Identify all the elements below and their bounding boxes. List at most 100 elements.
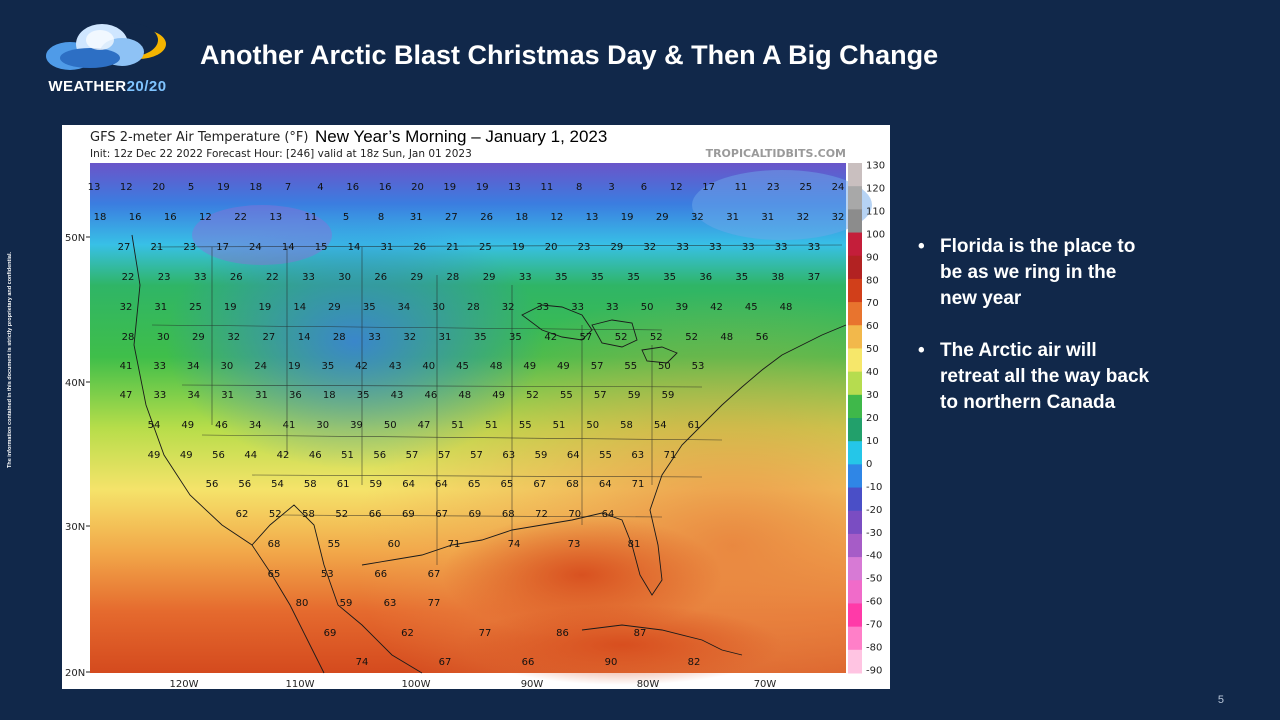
temperature-value: 33 [368, 332, 381, 343]
temperature-value: 34 [249, 420, 262, 431]
source-credit: TROPICALTIDBITS.COM [706, 147, 846, 160]
temperature-value: 69 [324, 628, 337, 639]
temperature-value: 43 [391, 390, 404, 401]
temperature-value: 46 [309, 450, 322, 461]
model-title: GFS 2-meter Air Temperature (°F) [90, 130, 309, 145]
temperature-value: 8 [378, 212, 384, 223]
temperature-value: 71 [664, 450, 677, 461]
state-borders [151, 244, 843, 565]
colorbar-tick-label: -50 [866, 574, 882, 585]
temperature-value: 59 [340, 598, 353, 609]
temperature-value: 32 [797, 212, 810, 223]
temperature-value: 49 [148, 450, 161, 461]
temperature-value: 68 [566, 479, 579, 490]
colorbar-tick-label: 120 [866, 184, 885, 195]
temperature-value: 47 [120, 390, 133, 401]
temperature-value: 52 [615, 332, 628, 343]
colorbar-tick-label: 90 [866, 252, 879, 263]
temperature-value: 24 [249, 242, 262, 253]
temperature-value: 29 [192, 332, 205, 343]
temperature-value: 3 [608, 182, 614, 193]
temperature-value: 33 [571, 302, 584, 313]
temperature-value: 19 [259, 302, 272, 313]
colorbar-segment [848, 649, 862, 674]
temperature-value: 55 [560, 390, 573, 401]
temperature-value: 35 [322, 361, 335, 372]
temperature-map-panel: GFS 2-meter Air Temperature (°F) New Yea… [62, 125, 890, 689]
temperature-value: 65 [501, 479, 514, 490]
colorbar-segment [848, 255, 862, 280]
temperature-value: 30 [432, 302, 445, 313]
temperature-value: 11 [305, 212, 318, 223]
colorbar-segment [848, 302, 862, 326]
temperature-value: 77 [428, 598, 441, 609]
temperature-value: 70 [568, 509, 581, 520]
temperature-value: 69 [469, 509, 482, 520]
temperature-value: 12 [670, 182, 683, 193]
latitude-labels: 50N 40N 30N 20N [65, 233, 90, 679]
temperature-value: 28 [467, 302, 480, 313]
colorbar-tick-label: 100 [866, 229, 885, 240]
longitude-label: 100W [402, 679, 431, 689]
temperature-value: 63 [502, 450, 515, 461]
temperature-value: 17 [216, 242, 229, 253]
colorbar-segment [848, 626, 862, 651]
temperature-value: 57 [594, 390, 607, 401]
temperature-value: 52 [526, 390, 539, 401]
temperature-value: 67 [435, 509, 448, 520]
temperature-value: 48 [490, 361, 503, 372]
temperature-value: 63 [384, 598, 397, 609]
temperature-value: 50 [658, 361, 671, 372]
temperature-value: 39 [350, 420, 363, 431]
temperature-value: 31 [255, 390, 268, 401]
temperature-value: 69 [402, 509, 415, 520]
temperature-value: 45 [745, 302, 758, 313]
longitude-label: 110W [286, 679, 315, 689]
temperature-value: 26 [230, 272, 243, 283]
temperature-value: 18 [249, 182, 262, 193]
temperature-value: 55 [519, 420, 532, 431]
temperature-value: 30 [221, 361, 234, 372]
temperature-value: 35 [627, 272, 640, 283]
temperature-value: 16 [379, 182, 392, 193]
temperature-value: 42 [544, 332, 557, 343]
longitude-labels: 120W 110W 100W 90W 80W 70W [170, 679, 777, 689]
temperature-value: 56 [756, 332, 769, 343]
colorbar-tick-label: 80 [866, 275, 879, 286]
bullet-text: The Arctic air will retreat all the way … [940, 340, 1150, 413]
colorbar-tick-label: 20 [866, 413, 879, 424]
temperature-value: 68 [502, 509, 515, 520]
temperature-value: 80 [296, 598, 309, 609]
temperature-value: 31 [410, 212, 423, 223]
temperature-value: 50 [586, 420, 599, 431]
temperature-value: 17 [702, 182, 715, 193]
temperature-value: 33 [519, 272, 532, 283]
temperature-value: 12 [199, 212, 212, 223]
temperature-value: 34 [187, 361, 200, 372]
temperature-value: 27 [263, 332, 276, 343]
temperature-value: 52 [269, 509, 282, 520]
temperature-value: 25 [189, 302, 202, 313]
colorbar-segment [848, 487, 862, 512]
temperature-value: 59 [662, 390, 675, 401]
temperature-value: 16 [346, 182, 359, 193]
temperature-value: 27 [445, 212, 458, 223]
confidential-note: The information contained in this docume… [7, 251, 13, 469]
temperature-value: 46 [215, 420, 228, 431]
temperature-value: 4 [317, 182, 323, 193]
temperature-value: 25 [799, 182, 812, 193]
temperature-value: 60 [388, 539, 401, 550]
colorbar-tick-label: 70 [866, 298, 879, 309]
temperature-value: 20 [411, 182, 424, 193]
temperature-value: 56 [212, 450, 225, 461]
colorbar-segment [848, 209, 862, 234]
temperature-value: 49 [181, 420, 194, 431]
temperature-value: 14 [293, 302, 306, 313]
colorbar-tick-label: 30 [866, 390, 879, 401]
temperature-value: 30 [338, 272, 351, 283]
bullet-text: Florida is the place to be as we ring in… [940, 236, 1136, 309]
temperature-value: 47 [418, 420, 431, 431]
temperature-map: GFS 2-meter Air Temperature (°F) New Yea… [65, 127, 885, 689]
temperature-value: 13 [586, 212, 599, 223]
temperature-value: 65 [468, 479, 481, 490]
